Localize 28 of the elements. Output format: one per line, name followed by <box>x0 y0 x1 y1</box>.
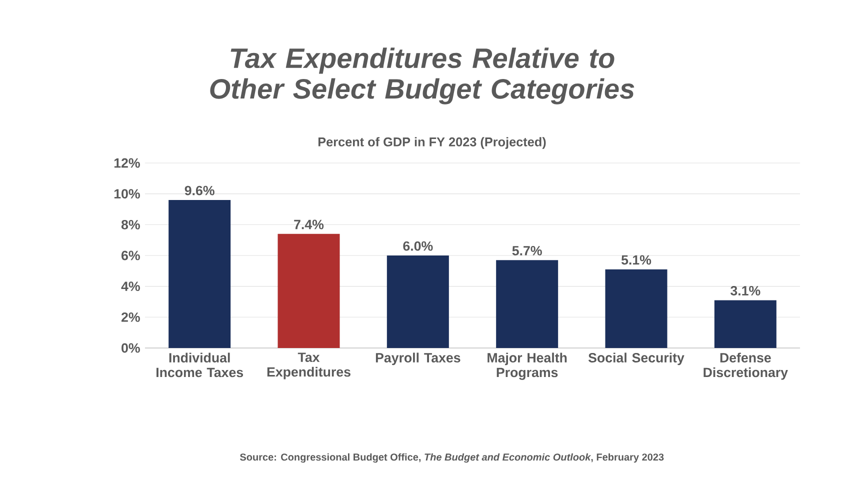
y-tick-label: 0% <box>122 343 140 353</box>
data-label: 5.1% <box>621 255 652 265</box>
x-tick-label: Major Health Programs <box>488 352 567 380</box>
x-tick-label: Social Security <box>588 352 684 366</box>
y-tick-label: 2% <box>121 312 140 322</box>
chart-title: Tax Expenditures Relative to Other Select Budget Categories <box>210 48 634 104</box>
y-tick-label: 4% <box>121 282 140 292</box>
bar <box>168 200 231 348</box>
bar <box>386 255 449 348</box>
y-tick-label: 6% <box>122 250 140 260</box>
x-tick-label: Tax Expenditures <box>267 352 350 380</box>
data-label: 9.6% <box>184 186 214 196</box>
bar <box>278 234 340 348</box>
x-tick-label: Individual Income Taxes <box>156 352 244 378</box>
data-label: 3.1% <box>730 286 760 296</box>
bar <box>605 269 668 348</box>
chart-subtitle: Percent of GDP in FY 2023 (Projected) <box>318 137 546 149</box>
bar <box>714 300 776 348</box>
data-label: 7.4% <box>294 220 324 230</box>
x-tick-label: Payroll Taxes <box>376 352 460 366</box>
data-label: 5.7% <box>512 246 542 256</box>
data-label: 6.0% <box>403 241 433 251</box>
source-note: Source: Congressional Budget Office, The Budget and Economic Outlook, February 2023 <box>240 453 664 463</box>
y-tick-label: 8% <box>121 220 140 230</box>
y-tick-label: 10% <box>114 189 140 199</box>
bar <box>496 260 558 348</box>
y-tick-label: 12% <box>114 158 140 168</box>
x-tick-label: Defense Discretionary <box>704 352 788 380</box>
